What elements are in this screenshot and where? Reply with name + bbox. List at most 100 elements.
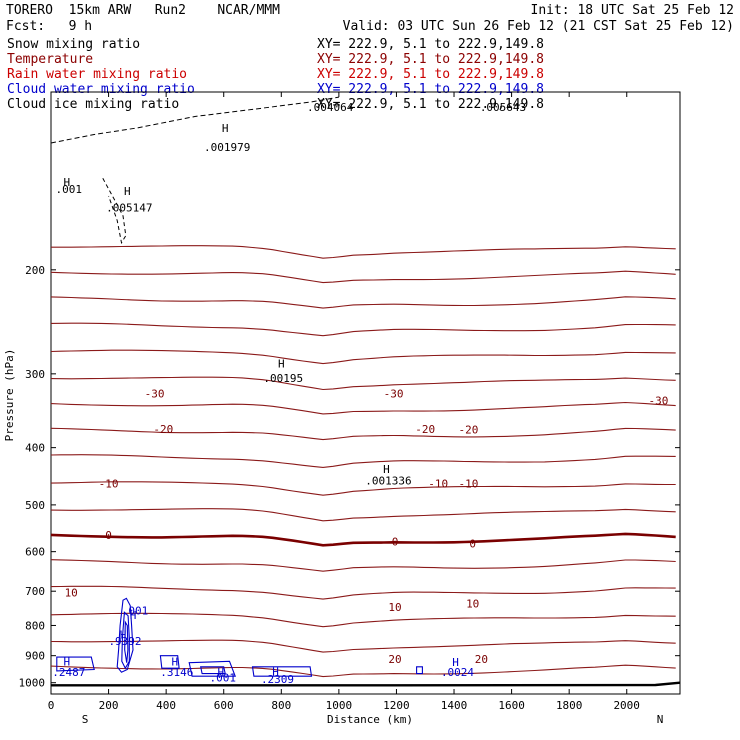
- x-tick-label: 1600: [498, 699, 525, 712]
- x-end-label-left: S: [82, 713, 89, 726]
- maximum-marker: H: [383, 463, 390, 476]
- isotherm--5: [50, 508, 676, 522]
- temperature-label: 0: [469, 537, 476, 550]
- x-tick-label: 1000: [326, 699, 353, 712]
- maximum-marker: H: [120, 628, 127, 641]
- plot-area: -30 -30 -30 -20 -20 -20 -10 -10 -10 0 0 0 10 10 10 20 20…: [50, 91, 681, 695]
- legend-entry-xy: XY= 222.9, 5.1 to 222.9,149.8: [317, 82, 544, 97]
- temperature-label: 10: [466, 597, 479, 610]
- y-tick-label: 500: [25, 499, 45, 512]
- y-tick-label: 700: [25, 585, 45, 598]
- x-tick-label: 0: [48, 699, 55, 712]
- temperature-label: 20: [388, 653, 401, 666]
- isotherm-10: [50, 585, 676, 600]
- isotherm-20: [50, 639, 676, 653]
- legend-entry-xy: XY= 222.9, 5.1 to 222.9,149.8: [317, 67, 544, 82]
- temperature-label: 20: [475, 653, 488, 666]
- temperature-label: -30: [145, 388, 165, 401]
- temperature-label: 0: [392, 536, 399, 549]
- temperature-labels: -30 -30 -30 -20 -20 -20 -10 -10 -10 0 0 0 10 10 10 20 20: [65, 388, 669, 666]
- x-tick-label: 200: [99, 699, 119, 712]
- x-tick-label: 1400: [441, 699, 468, 712]
- temperature-label: 10: [65, 586, 78, 599]
- isotherm--25: [50, 401, 676, 415]
- header-left-line1: TORERO 15km ARW Run2 NCAR/MMM: [6, 3, 280, 18]
- header-left-line2: Fcst: 9 h: [6, 19, 92, 34]
- header: TORERO 15km ARW Run2 NCAR/MMM Fcst: 9 h …: [6, 3, 734, 34]
- maximum-value: .2309: [261, 673, 294, 686]
- cloud-water-contour: [121, 611, 130, 670]
- legend-entry-name: Cloud water mixing ratio: [7, 82, 195, 97]
- maximum-value: .00195: [263, 372, 303, 385]
- cloud-water-contour: [200, 666, 226, 675]
- maximum-marker: H: [278, 357, 285, 370]
- maximum-marker: H: [171, 655, 178, 668]
- legend: Snow mixing ratio XY= 222.9, 5.1 to 222.9…: [7, 37, 544, 112]
- isotherm--55: [51, 245, 676, 259]
- maximum-value: .001979: [204, 141, 250, 154]
- maximum-marker: H: [452, 656, 459, 669]
- header-right-line2: Valid: 03 UTC Sun 26 Feb 12 (21 CST Sat …: [343, 19, 734, 34]
- maximum-marker: H: [124, 185, 131, 198]
- temperature-label: -20: [415, 423, 435, 436]
- cloud-water-contour: [251, 666, 313, 677]
- x-end-label-right: N: [657, 713, 664, 726]
- temperature-label: -20: [153, 423, 173, 436]
- temperature-label: -10: [458, 478, 478, 491]
- maximum-value: .0024: [441, 666, 474, 679]
- header-right-line1: Init: 18 UTC Sat 25 Feb 12: [531, 3, 735, 18]
- x-tick-label: 2000: [613, 699, 640, 712]
- maximum-value: .004064: [307, 101, 354, 114]
- cloud-water-contours: [56, 597, 423, 677]
- maximum-value: .2487: [52, 666, 85, 679]
- maximum-marker: H: [130, 609, 137, 622]
- legend-entry-name: Cloud ice mixing ratio: [7, 97, 179, 112]
- isotherm--15: [50, 454, 676, 468]
- legend-entry-name: Rain water mixing ratio: [7, 67, 187, 82]
- y-tick-label: 1000: [19, 677, 46, 690]
- maximum-marker: H: [217, 666, 224, 679]
- y-tick-label: 300: [25, 368, 45, 381]
- isotherm--30: [50, 376, 676, 391]
- isotherm--35: [50, 349, 676, 365]
- maximum-value: .005147: [106, 202, 152, 215]
- cloud-water-contour: [124, 620, 129, 663]
- legend-entry-xy: XY= 222.9, 5.1 to 222.9,149.8: [317, 52, 544, 67]
- maximum-marker: H: [63, 176, 70, 189]
- legend-entry-xy: XY= 222.9, 5.1 to 222.9,149.8: [317, 37, 544, 52]
- x-tick-label: 400: [156, 699, 176, 712]
- x-tick-label: 600: [214, 699, 234, 712]
- y-tick-label: 600: [25, 546, 45, 559]
- snow-contour: [50, 96, 339, 144]
- maxima-labels: H.001979H.005147H.00195H.001336H.9392H.0…: [52, 101, 526, 686]
- maximum-value: .001336: [365, 475, 411, 488]
- legend-entry-name: Snow mixing ratio: [7, 37, 140, 52]
- plot-frame: [50, 91, 681, 695]
- isotherm--40: [50, 322, 676, 337]
- y-tick-label: 200: [25, 264, 45, 277]
- maximum-marker: H: [63, 655, 70, 668]
- x-tick-label: 1800: [556, 699, 583, 712]
- isotherm--50: [50, 270, 676, 284]
- cloud-ice-contours: [50, 96, 339, 245]
- temperature-label: 10: [388, 601, 401, 614]
- ground-line: [51, 681, 681, 687]
- isotherm-15: [50, 612, 676, 628]
- temperature-label: -10: [428, 478, 448, 491]
- isotherm--10: [50, 481, 676, 496]
- isotherm-25: [50, 664, 676, 678]
- legend-entry-xy: XY= 222.9, 5.1 to 222.9,149.8: [317, 97, 544, 112]
- maximum-value: .3146: [160, 666, 193, 679]
- y-axis-label: Pressure (hPa): [3, 349, 16, 442]
- temperature-contours: [50, 245, 676, 678]
- maximum-value: .001: [210, 672, 237, 685]
- isotherm-0: [50, 532, 676, 547]
- x-tick-label: 800: [271, 699, 291, 712]
- x-tick-label: 1200: [383, 699, 410, 712]
- maximum-value: .001: [122, 605, 149, 618]
- cloud-water-contour: [159, 655, 180, 669]
- isotherm-5: [50, 559, 676, 572]
- maximum-marker: H: [272, 666, 279, 679]
